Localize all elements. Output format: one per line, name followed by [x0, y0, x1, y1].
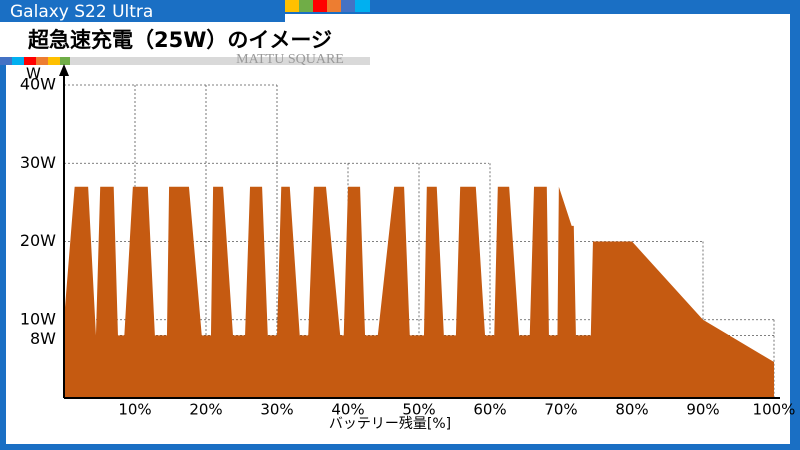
area — [64, 186, 774, 398]
title-box — [0, 22, 370, 60]
x-tick-label: 90% — [686, 401, 719, 419]
y-unit: W — [26, 65, 41, 83]
x-tick-label: 20% — [189, 401, 222, 419]
y-tick-label: 8W — [30, 329, 56, 348]
y-tick-label: 10W — [20, 309, 56, 328]
x-tick-label: 60% — [473, 401, 506, 419]
watermark: MATTU SQUARE — [236, 52, 344, 67]
y-axis-arrow — [59, 64, 69, 76]
y-tick-label: 40W — [20, 75, 56, 94]
x-tick-label: 40% — [331, 401, 364, 419]
color-strip — [0, 57, 370, 65]
y-tick-label: 30W — [20, 153, 56, 172]
title: 超急速充電（25W）のイメージ — [28, 28, 332, 52]
x-tick-label: 10% — [118, 401, 151, 419]
x-tick-label: 80% — [615, 401, 648, 419]
color-strip-top — [285, 0, 370, 12]
x-tick-label: 30% — [260, 401, 293, 419]
device-name: Galaxy S22 Ultra — [10, 2, 153, 22]
x-tick-label: 70% — [544, 401, 577, 419]
x-axis-label: バッテリー残量[%] — [329, 416, 451, 432]
device-band — [0, 0, 285, 24]
x-tick-label: 100% — [753, 401, 796, 419]
x-tick-label: 50% — [402, 401, 435, 419]
y-tick-label: 20W — [20, 231, 56, 250]
